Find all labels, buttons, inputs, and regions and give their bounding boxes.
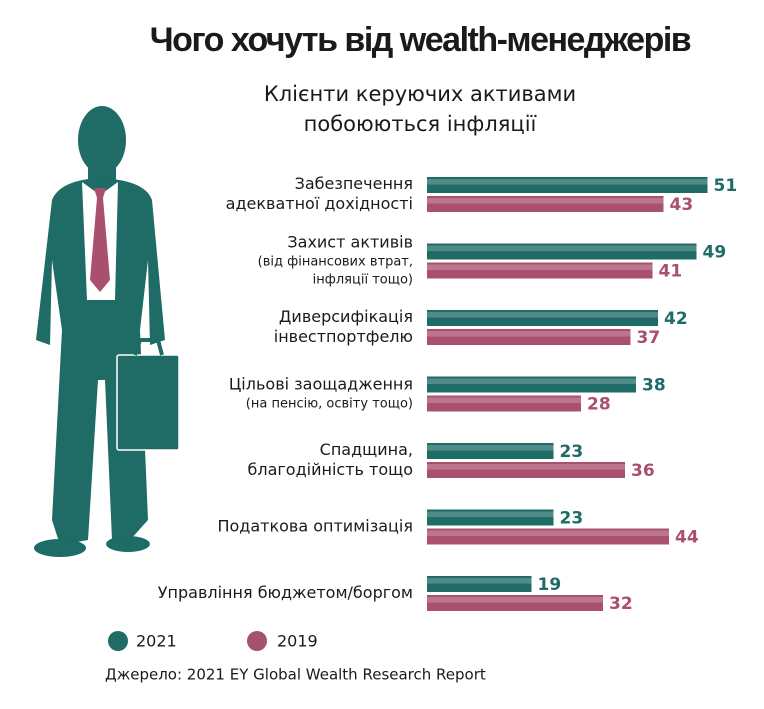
value-label: 23 xyxy=(560,509,584,529)
value-label: 37 xyxy=(637,328,661,348)
value-label: 38 xyxy=(642,376,666,396)
bar-shine xyxy=(427,312,658,318)
bar-shine xyxy=(427,331,631,337)
category-label: інвестпортфелю xyxy=(274,327,413,346)
bar xyxy=(427,443,554,459)
source: Джерело: 2021 EY Global Wealth Research … xyxy=(105,666,486,684)
bar xyxy=(427,329,631,345)
bar-shine xyxy=(427,378,636,385)
category-note: (від фінансових втрат, xyxy=(258,255,413,270)
value-label: 49 xyxy=(703,243,727,263)
chart-title: Чого хочуть від wealth-менеджерів xyxy=(150,21,691,59)
category-label: адекватної дохідності xyxy=(226,194,413,213)
bar-shine xyxy=(427,597,603,603)
bar-shine xyxy=(427,264,653,271)
value-label: 19 xyxy=(538,575,562,595)
value-label: 44 xyxy=(675,528,699,548)
bar-shine xyxy=(427,245,697,252)
category-label: благодійність тощо xyxy=(247,460,413,479)
bar-shine xyxy=(427,530,669,537)
bar-shine xyxy=(427,445,554,451)
value-label: 42 xyxy=(664,309,688,329)
value-label: 28 xyxy=(587,395,611,415)
legend-label: 2019 xyxy=(277,632,318,651)
bar-shine xyxy=(427,397,581,404)
bar xyxy=(427,509,554,526)
category-label: Цільові заощадження xyxy=(229,375,413,394)
category-label: Захист активів xyxy=(287,233,413,252)
category-label: Спадщина, xyxy=(320,440,413,459)
category-note: інфляції тощо) xyxy=(313,273,413,288)
bar-shine xyxy=(427,198,664,204)
category-label: Забезпечення xyxy=(295,174,413,193)
bar xyxy=(427,462,625,478)
bar xyxy=(427,376,636,393)
bar xyxy=(427,262,653,279)
bar xyxy=(427,528,669,545)
legend-swatch xyxy=(108,631,128,651)
bar xyxy=(427,196,664,212)
value-label: 36 xyxy=(631,461,655,481)
bar-shine xyxy=(427,511,554,518)
subtitle: Клієнти керуючих активами xyxy=(264,82,576,106)
silhouette xyxy=(34,106,180,557)
value-label: 43 xyxy=(670,195,694,215)
bar-shine xyxy=(427,464,625,470)
bar-shine xyxy=(427,179,708,185)
bar xyxy=(427,310,658,326)
legend-swatch xyxy=(247,631,267,651)
category-label: Диверсифікація xyxy=(279,307,413,326)
legend-label: 2021 xyxy=(136,632,177,651)
bar xyxy=(427,177,708,193)
value-label: 23 xyxy=(560,442,584,462)
value-label: 41 xyxy=(659,262,683,282)
category-label: Податкова оптимізація xyxy=(217,517,413,536)
tie xyxy=(90,188,110,292)
bar xyxy=(427,595,603,611)
bar xyxy=(427,243,697,260)
value-label: 32 xyxy=(609,594,633,614)
bar xyxy=(427,395,581,412)
category-label: Управління бюджетом/боргом xyxy=(158,583,413,602)
category-note: (на пенсію, освіту тощо) xyxy=(246,397,413,412)
bar xyxy=(427,576,532,592)
value-label: 51 xyxy=(714,176,738,196)
bar-shine xyxy=(427,578,532,584)
subtitle: побоюються інфляції xyxy=(304,112,537,136)
